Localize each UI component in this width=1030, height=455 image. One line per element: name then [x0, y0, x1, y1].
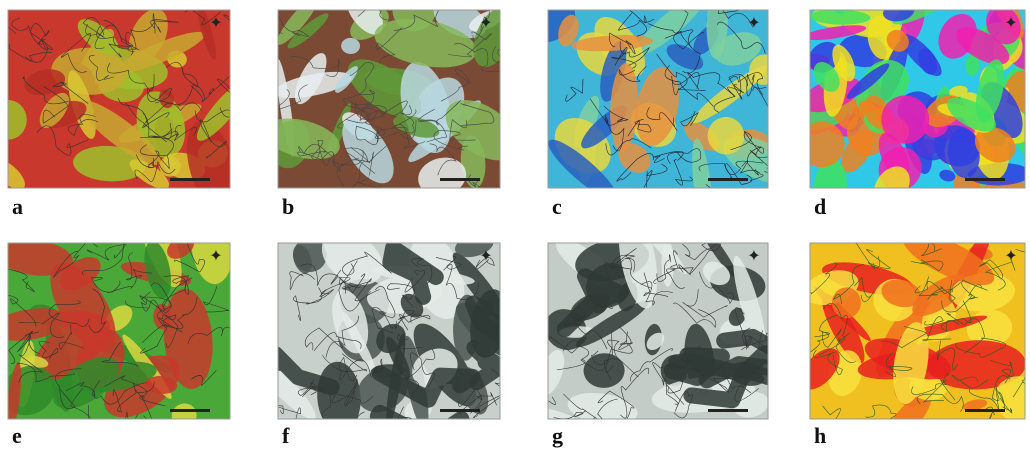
- north-arrow: ✦: [747, 248, 760, 265]
- scale-bar: [170, 409, 210, 412]
- contour-line: [193, 188, 216, 211]
- north-arrow: ✦: [209, 248, 222, 265]
- north-arrow: ✦: [1004, 15, 1017, 32]
- contour-line: [399, 417, 449, 442]
- contour-line: [525, 61, 548, 100]
- contour-line: [686, 185, 715, 212]
- north-arrow: ✦: [209, 15, 222, 32]
- panel-label: b: [282, 194, 294, 219]
- panel-label: h: [814, 423, 826, 448]
- map-panel: ✦: [793, 221, 1030, 450]
- scale-bar: [965, 178, 1005, 181]
- panel-label: c: [552, 194, 562, 219]
- panel-label: g: [552, 423, 563, 448]
- scale-bar: [965, 409, 1005, 412]
- north-arrow: ✦: [479, 248, 492, 265]
- contour-line: [241, 82, 278, 101]
- map-panel: ✦: [791, 0, 1030, 215]
- scale-bar: [440, 409, 480, 412]
- map-panel: ✦: [0, 0, 256, 220]
- panel-label: e: [12, 423, 22, 448]
- map-panel: ✦: [241, 0, 529, 206]
- north-arrow: ✦: [1004, 248, 1017, 265]
- scale-bar: [708, 178, 748, 181]
- panel-label: a: [12, 194, 23, 219]
- north-arrow: ✦: [479, 15, 492, 32]
- map-panel: ✦: [520, 0, 809, 231]
- figure: ✦ a ✦ b ✦ c ✦ d ✦ e ✦ f ✦ g ✦ h: [0, 0, 1030, 455]
- map-panel: ✦: [240, 220, 552, 447]
- contour-line: [589, 418, 623, 447]
- north-arrow: ✦: [747, 15, 760, 32]
- map-panel: ✦: [0, 196, 236, 437]
- panel-label: f: [282, 423, 290, 448]
- scale-bar: [170, 178, 210, 181]
- map-panel: ✦: [515, 205, 805, 446]
- scale-bar: [708, 409, 748, 412]
- contour-line: [241, 9, 283, 33]
- panel-label: d: [814, 194, 826, 219]
- scale-bar: [440, 178, 480, 181]
